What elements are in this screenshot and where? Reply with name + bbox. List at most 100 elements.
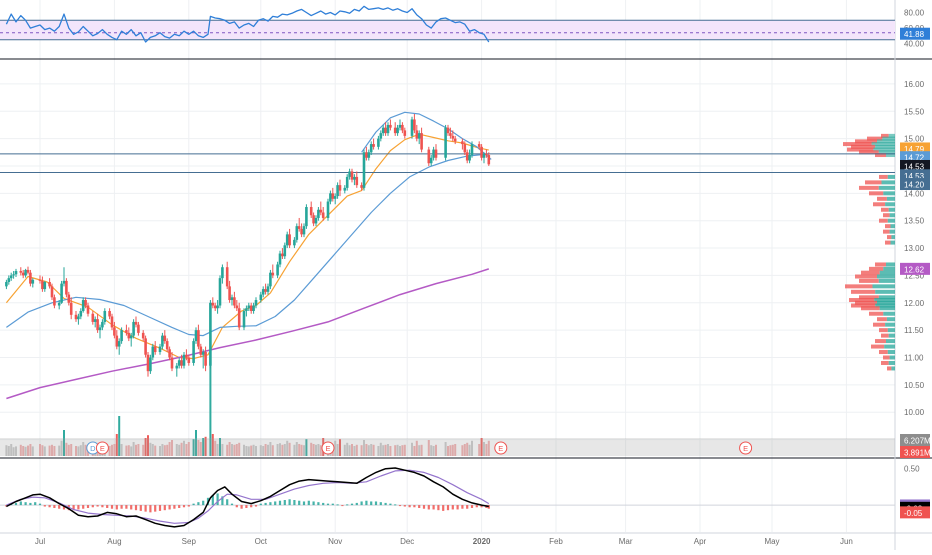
volume-bar	[113, 444, 116, 456]
volume-bar	[166, 444, 169, 456]
volume-bar	[447, 446, 449, 456]
volume-bar	[444, 442, 447, 456]
price-tick-label: 16.00	[904, 80, 925, 89]
candle-body	[417, 133, 421, 139]
volume-profile-bar-down	[859, 295, 879, 300]
volume-bar	[382, 445, 385, 456]
candle-body	[117, 341, 121, 347]
volume-profile-bar-up	[887, 350, 895, 355]
rsi-band	[0, 20, 895, 40]
volume-profile-bar-down	[859, 185, 879, 190]
macd-histogram-bar	[254, 505, 258, 507]
candle-body	[216, 305, 219, 309]
macd-histogram-bar	[398, 505, 402, 507]
price-label-bg	[900, 262, 930, 275]
volume-bar	[346, 442, 349, 456]
volume-bar	[353, 446, 356, 456]
candle-body	[38, 279, 42, 281]
candle-body	[319, 209, 323, 213]
candle-body	[158, 346, 162, 353]
macd-histogram-bar	[149, 505, 152, 513]
volume-profile-bar-up	[888, 207, 895, 212]
volume-bar	[317, 444, 320, 456]
time-tick-label: Nov	[328, 537, 342, 546]
macd-histogram-bar	[38, 503, 42, 506]
candle-body	[137, 324, 140, 333]
volume-bar	[79, 445, 82, 456]
candle-body	[144, 338, 147, 355]
volume-profile-bar-down	[879, 174, 888, 179]
macd-histogram-bar	[101, 505, 104, 508]
price-tick-label: 13.50	[904, 217, 925, 226]
candle-body	[451, 135, 455, 139]
volume-bar	[82, 442, 85, 456]
volume-bar	[211, 434, 214, 456]
volume-bar	[216, 444, 219, 456]
volume-profile-bar-down	[849, 298, 875, 303]
volume-bar	[399, 446, 401, 456]
candle-body	[249, 305, 253, 311]
macd-histogram-bar	[403, 505, 406, 507]
volume-bar	[250, 445, 253, 456]
volume-profile-bar-down	[881, 333, 889, 338]
volume-bar	[281, 444, 284, 456]
macd-histogram-bar	[456, 505, 459, 510]
volume-bar	[108, 446, 111, 456]
candle-body	[153, 346, 157, 353]
macd-histogram-bar	[139, 505, 142, 511]
candle-body	[377, 138, 380, 147]
volume-average-label: 3.891M	[900, 446, 931, 458]
volume-profile-bar-down	[877, 317, 887, 322]
volume-profile-bar-down	[875, 339, 886, 344]
volume-profile-bar-up	[886, 153, 895, 158]
macd-histogram-bar	[283, 500, 286, 506]
volume-profile-bar-up	[885, 322, 895, 327]
candle-body	[381, 127, 385, 134]
volume-bar	[70, 444, 73, 456]
volume-bar	[58, 445, 61, 456]
candle-body	[384, 127, 387, 134]
volume-bar	[377, 446, 380, 456]
volume-bar	[305, 439, 308, 456]
volume-bar	[394, 445, 397, 456]
volume-bar	[487, 440, 490, 456]
volume-bar	[53, 446, 56, 456]
volume-bar	[367, 445, 370, 456]
volume-bar	[209, 358, 212, 456]
volume-bar	[471, 440, 473, 456]
volume-bar	[401, 445, 404, 456]
volume-profile-bar-up	[890, 224, 895, 229]
candle-body	[21, 272, 25, 276]
volume-profile-bar-down	[877, 196, 887, 201]
macd-pane: 0.500.000.02-0.02-0.05	[0, 465, 930, 528]
volume-bar	[63, 430, 65, 456]
candle-body	[204, 352, 207, 366]
candle-body	[264, 289, 267, 292]
volume-bar	[135, 444, 137, 456]
volume-profile-bar-down	[875, 153, 886, 158]
macd-histogram-bar	[58, 505, 61, 509]
volume-profile-bar-down	[861, 306, 880, 311]
macd-histogram-bar	[394, 504, 397, 506]
candle-body	[415, 130, 419, 139]
candle-body	[429, 157, 433, 164]
macd-histogram-bar	[336, 504, 339, 506]
candle-body	[401, 124, 404, 131]
candle-body	[329, 193, 332, 202]
macd-histogram-bar	[293, 500, 296, 506]
volume-bar	[60, 440, 63, 456]
time-tick-label: 2020	[473, 537, 491, 546]
macd-histogram-bar	[317, 502, 320, 506]
volume-bar	[219, 438, 221, 456]
macd-histogram-bar	[235, 505, 238, 508]
volume-bar	[483, 442, 485, 456]
candle-body	[288, 234, 291, 246]
candle-body	[67, 294, 71, 303]
candle-body	[115, 335, 119, 347]
candle-body	[453, 138, 457, 142]
volume-profile-bar-up	[887, 174, 895, 179]
price-tick-label: 10.50	[904, 381, 925, 390]
volume-profile-bar-up	[886, 262, 895, 267]
